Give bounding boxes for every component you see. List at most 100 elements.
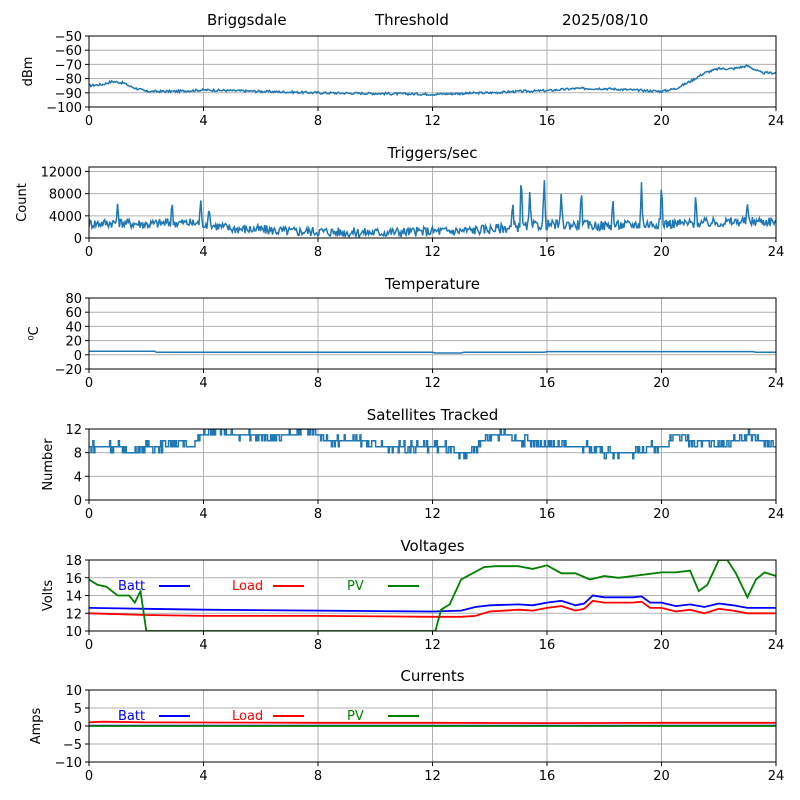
- y-tick-label: 16: [65, 572, 82, 587]
- y-tick-label: 20: [65, 335, 82, 350]
- x-tick-label: 8: [314, 638, 322, 653]
- y-tick-label: 8000: [49, 188, 82, 203]
- panel-satellites: 0 4 8 12 16 20 24 0 4 8 12 Satellites Tracked Number: [41, 406, 784, 522]
- y-tick-label: 60: [65, 306, 82, 321]
- x-tick-label: 0: [85, 769, 93, 784]
- x-tick-label: 24: [768, 638, 785, 653]
- y-tick-label: 18: [65, 554, 82, 569]
- series-group: [89, 429, 776, 460]
- header-date: 2025/08/10: [562, 11, 649, 29]
- series-group: [89, 720, 776, 727]
- x-tick-label: 4: [199, 507, 207, 522]
- series-group: [89, 64, 776, 97]
- x-tick-label: 20: [653, 245, 670, 260]
- header-site: Briggsdale: [207, 11, 287, 29]
- panel-title: Triggers/sec: [387, 144, 478, 162]
- x-tick-label: 4: [199, 245, 207, 260]
- panel-title: Temperature: [384, 275, 480, 293]
- y-tick-label: 8: [74, 447, 82, 462]
- x-tick-label: 4: [199, 376, 207, 391]
- y-tick-label: 40: [65, 320, 82, 335]
- x-tick-label: 24: [768, 114, 785, 129]
- y-tick-label: −90: [55, 87, 82, 102]
- x-tick-label: 0: [85, 638, 93, 653]
- series-line-pv: [89, 560, 776, 631]
- x-tick-label: 0: [85, 376, 93, 391]
- x-tick-label: 16: [539, 638, 556, 653]
- series-line-satellites: [89, 429, 776, 460]
- y-tick-label: −5: [63, 738, 82, 753]
- series-group: [89, 180, 776, 238]
- x-tick-label: 24: [768, 245, 785, 260]
- y-tick-label: 10: [65, 625, 82, 640]
- x-tick-label: 8: [314, 245, 322, 260]
- y-axis-label: Amps: [29, 707, 44, 744]
- y-tick-label: 4: [74, 470, 82, 485]
- x-tick-label: 12: [424, 507, 441, 522]
- x-tick-label: 20: [653, 376, 670, 391]
- x-tick-label: 12: [424, 376, 441, 391]
- y-tick-label: 0: [74, 720, 82, 735]
- x-tick-label: 8: [314, 376, 322, 391]
- x-tick-label: 4: [199, 769, 207, 784]
- legend-label-pv: PV: [347, 709, 364, 724]
- series-line-triggers: [89, 180, 776, 238]
- x-tick-label: 24: [768, 769, 785, 784]
- x-tick-label: 0: [85, 114, 93, 129]
- x-tick-label: 4: [199, 638, 207, 653]
- x-tick-label: 0: [85, 507, 93, 522]
- y-axis-label: dBm: [21, 57, 36, 87]
- x-tick-label: 16: [539, 376, 556, 391]
- panel-triggers: 0 4 8 12 16 20 24 0 4000 8000 12000 Triggers/sec Cou…: [15, 144, 784, 260]
- y-tick-label: 12000: [41, 165, 82, 180]
- x-tick-label: 0: [85, 245, 93, 260]
- series-line-batt: [89, 594, 776, 613]
- y-tick-label: 5: [74, 702, 82, 717]
- x-tick-label: 16: [539, 245, 556, 260]
- y-tick-label: 80: [65, 292, 82, 307]
- x-tick-label: 12: [424, 769, 441, 784]
- series-group: [89, 350, 776, 354]
- x-tick-label: 16: [539, 114, 556, 129]
- x-tick-label: 4: [199, 114, 207, 129]
- panel-title: Satellites Tracked: [367, 406, 498, 424]
- x-tick-label: 8: [314, 114, 322, 129]
- x-tick-label: 12: [424, 638, 441, 653]
- legend-label-pv: PV: [347, 579, 364, 594]
- panel-voltages: 0 4 8 12 16 20 24 10 12 14 16 18 Voltages Volts Batt Lo…: [41, 537, 784, 653]
- y-tick-label: −70: [55, 58, 82, 73]
- x-tick-label: 20: [653, 638, 670, 653]
- y-axis-label: Volts: [41, 580, 56, 612]
- y-tick-label: −100: [46, 101, 82, 116]
- series-line-load: [89, 720, 776, 725]
- panel-rssi: 0 4 8 12 16 20 24 −100−90−80−70−60−50 dBm: [21, 30, 784, 129]
- x-tick-label: 16: [539, 507, 556, 522]
- y-tick-label: −80: [55, 73, 82, 88]
- x-tick-label: 20: [653, 507, 670, 522]
- x-tick-label: 16: [539, 769, 556, 784]
- panel-title: Currents: [400, 667, 464, 685]
- panel-currents: 0 4 8 12 16 20 24 −10 −5 0 5 10 Currents Amps Batt Load…: [29, 667, 784, 784]
- legend-label-batt: Batt: [118, 579, 145, 594]
- y-tick-label: 4000: [49, 210, 82, 225]
- y-tick-label: 12: [65, 607, 82, 622]
- y-tick-label: −10: [55, 756, 82, 771]
- legend-label-load: Load: [232, 579, 263, 594]
- y-tick-label: −20: [55, 363, 82, 378]
- y-tick-label: −50: [55, 30, 82, 45]
- legend-label-load: Load: [232, 709, 263, 724]
- y-tick-label: 10: [65, 684, 82, 699]
- panel-title: Voltages: [400, 537, 464, 555]
- y-tick-label: 12: [65, 423, 82, 438]
- y-tick-label: 0: [74, 349, 82, 364]
- x-tick-label: 12: [424, 114, 441, 129]
- x-tick-label: 8: [314, 769, 322, 784]
- y-tick-label: −60: [55, 44, 82, 59]
- y-tick-label: 0: [74, 232, 82, 247]
- y-axis-label: Number: [41, 438, 56, 491]
- header-mode: Threshold: [375, 11, 449, 29]
- x-tick-label: 8: [314, 507, 322, 522]
- y-tick-label: 0: [74, 494, 82, 509]
